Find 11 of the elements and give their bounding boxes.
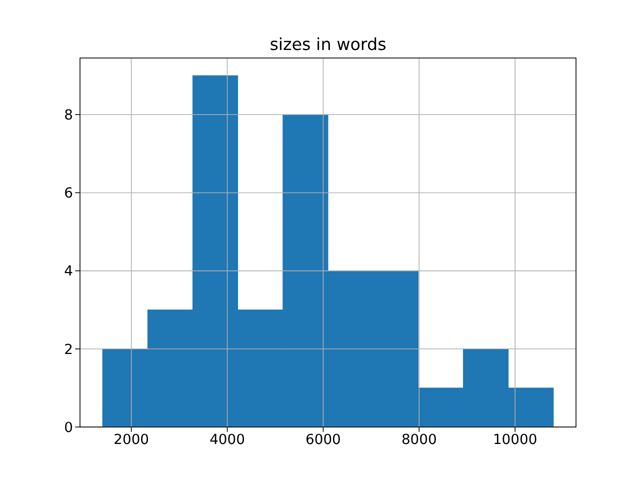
y-tick-label: 4	[64, 264, 74, 280]
y-tick-label: 2	[64, 342, 73, 358]
x-tick-label: 8000	[401, 432, 437, 448]
y-tick-label: 6	[64, 186, 73, 202]
y-tick-label: 8	[64, 107, 73, 124]
x-tick-label: 10000	[492, 432, 538, 448]
x-tick-label: 6000	[306, 432, 341, 448]
chart-title: sizes in words	[270, 34, 386, 54]
y-tick-label: 0	[64, 420, 73, 436]
x-tick-label: 4000	[210, 432, 245, 448]
x-tick-label: 2000	[114, 432, 150, 448]
